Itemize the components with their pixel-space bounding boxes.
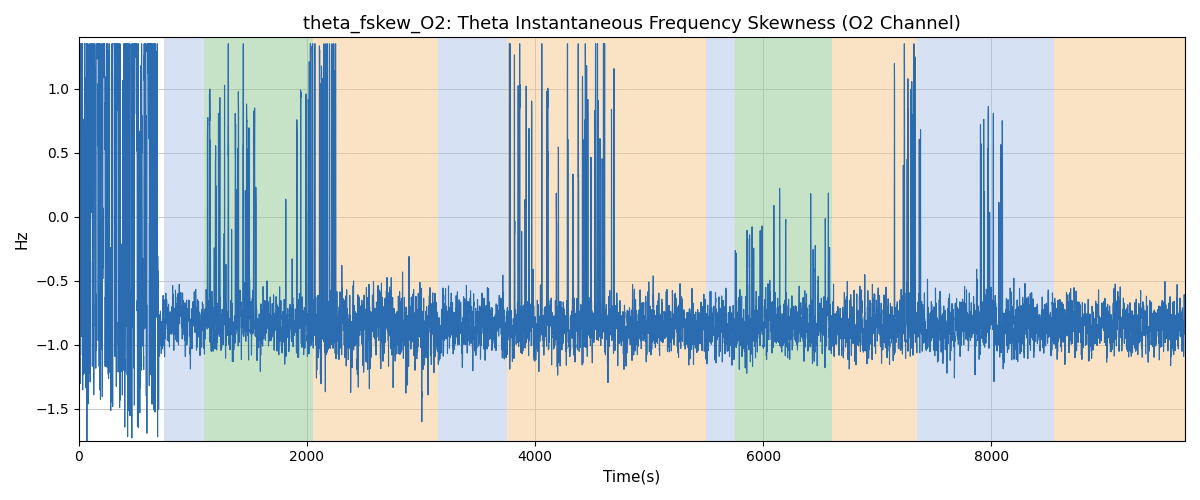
X-axis label: Time(s): Time(s)	[604, 470, 660, 485]
Y-axis label: Hz: Hz	[14, 230, 30, 249]
Bar	[506, 38, 604, 440]
Bar	[946, 38, 1054, 440]
Bar	[478, 38, 506, 440]
Bar	[204, 38, 313, 440]
Bar	[734, 38, 832, 440]
Bar	[604, 38, 706, 440]
Title: theta_fskew_O2: Theta Instantaneous Frequency Skewness (O2 Channel): theta_fskew_O2: Theta Instantaneous Freq…	[304, 15, 961, 34]
Bar	[313, 38, 438, 440]
Bar	[1054, 38, 1186, 440]
Bar	[438, 38, 478, 440]
Bar	[917, 38, 946, 440]
Bar	[164, 38, 204, 440]
Bar	[832, 38, 917, 440]
Bar	[706, 38, 734, 440]
